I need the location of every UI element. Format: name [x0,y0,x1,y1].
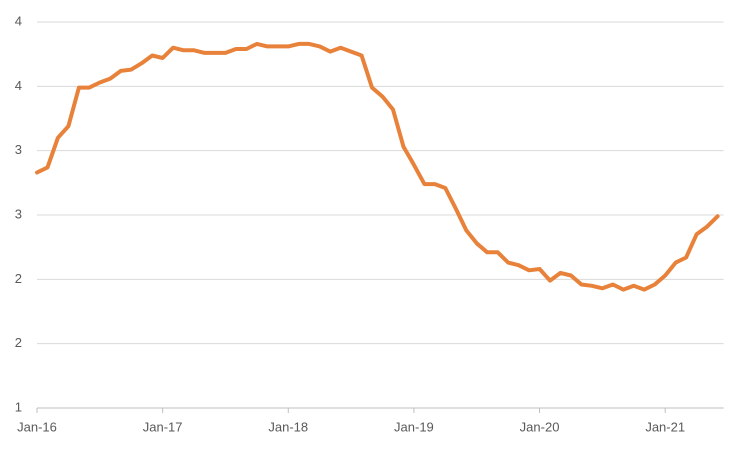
x-tick-label: Jan-20 [520,419,560,434]
y-tick-label: 4 [15,13,22,28]
y-tick-label: 4 [15,78,22,93]
x-tick-label: Jan-21 [645,419,685,434]
y-tick-label: 3 [15,142,22,157]
y-tick-label: 2 [15,335,22,350]
x-tick-label: Jan-19 [394,419,434,434]
y-tick-label: 1 [15,399,22,414]
x-tick-label: Jan-16 [17,419,57,434]
line-series [35,41,720,292]
y-tick-label: 2 [15,271,22,286]
x-tick-label: Jan-17 [143,419,183,434]
y-tick-label: 3 [15,206,22,221]
x-tick-label: Jan-18 [268,419,308,434]
